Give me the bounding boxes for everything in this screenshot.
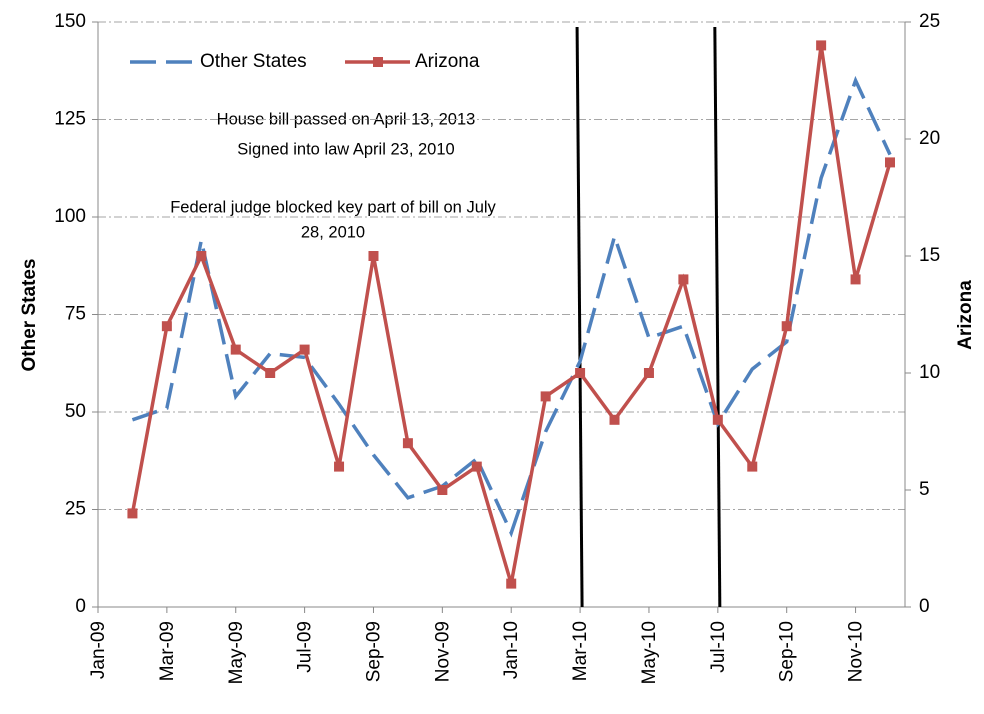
annotation: Federal judge blocked key part of bill o… [170, 198, 496, 216]
y2-tick-label: 25 [919, 11, 940, 32]
x-tick-label: Jan-09 [88, 621, 109, 679]
marker [265, 368, 276, 378]
x-tick-label: Mar-09 [157, 621, 178, 681]
marker [712, 414, 723, 425]
marker [643, 368, 654, 378]
y-tick-label: 25 [65, 499, 86, 520]
x-tick-label: Jan-10 [501, 621, 522, 679]
marker [781, 321, 792, 332]
marker [437, 485, 448, 495]
event-line [575, 26, 584, 608]
marker [885, 157, 895, 168]
x-tick-label: Sep-10 [777, 621, 798, 682]
x-tick-label: Jul-09 [295, 621, 316, 673]
x-tick-label: May-10 [639, 621, 660, 684]
x-tick-label: Jul-10 [708, 621, 729, 673]
marker [816, 40, 827, 51]
legend-label: Arizona [415, 51, 480, 72]
x-tick-label: Sep-09 [363, 621, 384, 682]
y-tick-label: 50 [65, 401, 86, 422]
x-tick-label: Mar-10 [570, 621, 591, 681]
annotation: Signed into law April 23, 2010 [237, 140, 454, 158]
annotation: 28, 2010 [301, 223, 365, 241]
legend-label: Other States [200, 51, 307, 72]
y-tick-label: 0 [75, 596, 86, 617]
y2-tick-label: 20 [919, 128, 940, 149]
marker [402, 438, 413, 449]
marker [747, 461, 758, 472]
x-tick-label: Nov-09 [432, 621, 453, 682]
series-line [131, 75, 892, 538]
y2-tick-label: 10 [919, 362, 940, 383]
x-tick-label: Nov-10 [846, 621, 867, 682]
marker [506, 578, 517, 589]
marker [609, 414, 620, 425]
y-tick-label: 100 [54, 206, 86, 227]
y2-tick-label: 0 [919, 596, 930, 617]
marker [368, 251, 379, 261]
marker [196, 251, 207, 261]
marker [850, 274, 861, 285]
marker [127, 508, 138, 519]
marker [230, 344, 241, 355]
y-tick-label: 125 [54, 109, 86, 130]
marker [678, 274, 689, 285]
event-line [713, 26, 722, 608]
y2-tick-label: 5 [919, 479, 930, 500]
y-tick-label: 150 [54, 11, 86, 32]
marker [161, 321, 172, 332]
y-axis-title: Other States [19, 259, 40, 372]
marker [471, 461, 482, 472]
legend-marker [373, 57, 383, 67]
x-tick-label: May-09 [226, 621, 247, 684]
marker [299, 344, 310, 355]
y2-axis-title: Arizona [955, 280, 976, 350]
marker [540, 391, 551, 402]
y-tick-label: 75 [65, 304, 86, 325]
marker [334, 461, 345, 472]
marker [575, 368, 586, 378]
y2-tick-label: 15 [919, 245, 940, 266]
